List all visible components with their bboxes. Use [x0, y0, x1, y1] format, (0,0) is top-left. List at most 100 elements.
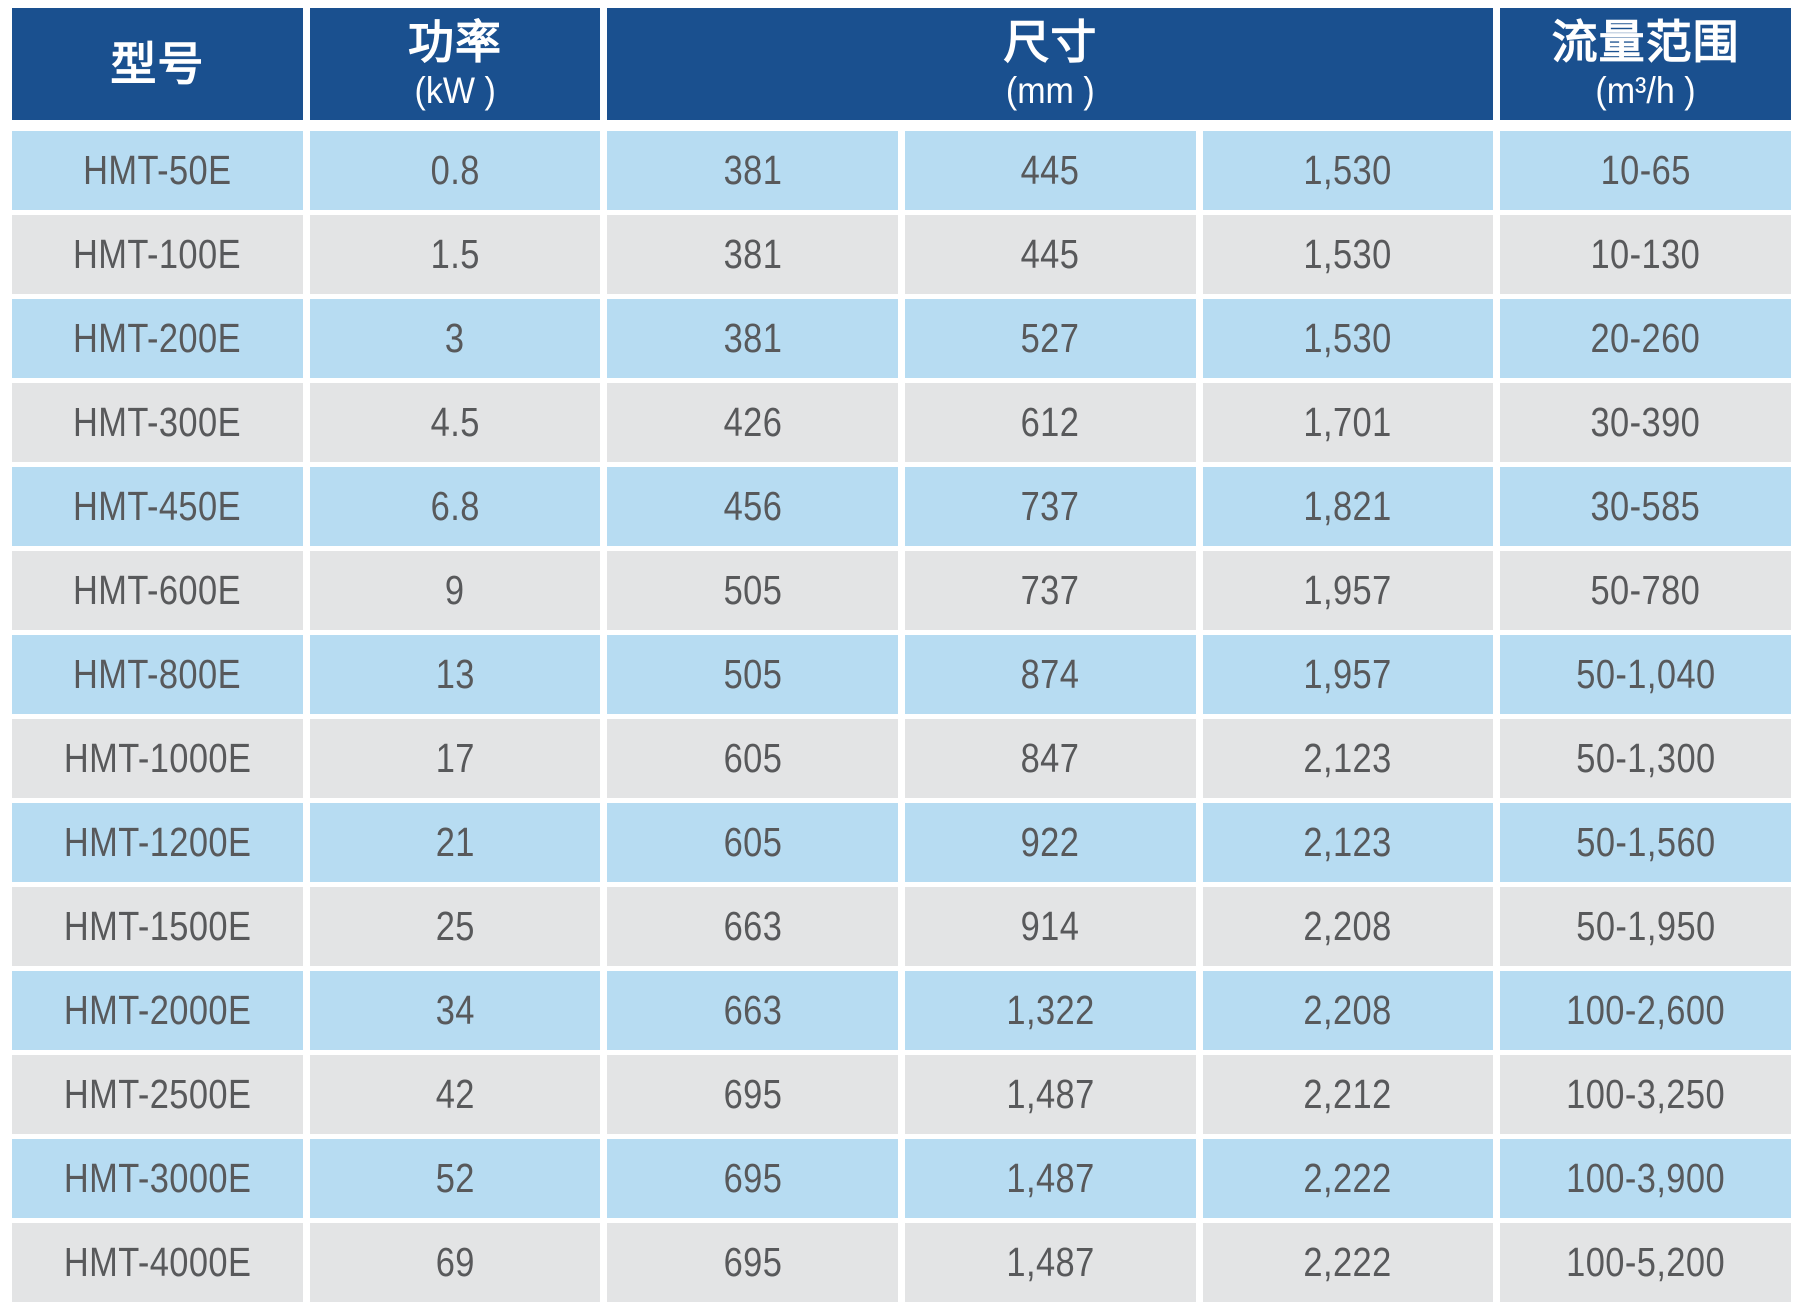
model-cell: HMT-1500E [12, 887, 303, 966]
flow-range-value: 100-3,250 [1566, 1071, 1726, 1117]
header-power: 功率 (kW ) [309, 8, 601, 120]
dim-1-value: 381 [723, 231, 783, 277]
power-value: 1.5 [430, 231, 480, 277]
dim-2-cell: 1,487 [904, 1055, 1196, 1134]
dim-2-value: 847 [1020, 735, 1080, 781]
dim-2-cell: 527 [904, 299, 1196, 378]
model-value: HMT-800E [73, 651, 242, 697]
power-value: 3 [445, 315, 465, 361]
flow-range-cell: 30-390 [1500, 383, 1791, 462]
dim-3-value: 2,123 [1303, 735, 1393, 781]
power-value: 52 [435, 1155, 475, 1201]
model-value: HMT-3000E [63, 1155, 252, 1201]
dim-3-cell: 1,957 [1202, 551, 1494, 630]
model-cell: HMT-4000E [12, 1223, 303, 1302]
dim-2-value: 914 [1020, 903, 1080, 949]
dim-3-cell: 1,530 [1202, 131, 1494, 210]
dim-2-cell: 737 [904, 467, 1196, 546]
flow-range-value: 50-1,040 [1575, 651, 1716, 697]
header-flow-range: 流量范围 (m³/h ) [1500, 8, 1791, 120]
dim-3-value: 2,208 [1303, 987, 1393, 1033]
dim-2-value: 445 [1020, 231, 1080, 277]
header-power-title: 功率 [407, 16, 502, 69]
table-row: HMT-2500E 42 695 1,487 2,212 100-3,250 [12, 1055, 1791, 1134]
dim-3-value: 1,821 [1303, 483, 1393, 529]
dim-1-value: 381 [723, 315, 783, 361]
power-value: 42 [435, 1071, 475, 1117]
dim-1-value: 505 [723, 651, 783, 697]
table-header: 型号 功率 (kW ) 尺寸 (mm ) 流量范围 (m³/h ) [12, 8, 1791, 120]
dim-2-value: 612 [1020, 399, 1080, 445]
model-cell: HMT-100E [12, 215, 303, 294]
power-cell: 0.8 [309, 131, 601, 210]
power-value: 34 [435, 987, 475, 1033]
dim-2-cell: 612 [904, 383, 1196, 462]
dim-3-cell: 2,123 [1202, 719, 1494, 798]
table-row: HMT-200E 3 381 527 1,530 20-260 [12, 299, 1791, 378]
power-cell: 4.5 [309, 383, 601, 462]
dim-2-value: 1,487 [1006, 1239, 1095, 1285]
model-value: HMT-1500E [63, 903, 252, 949]
flow-range-value: 20-260 [1590, 315, 1701, 361]
flow-range-cell: 50-1,560 [1500, 803, 1791, 882]
dim-3-value: 2,208 [1303, 903, 1393, 949]
model-value: HMT-2500E [63, 1071, 252, 1117]
dim-3-cell: 2,123 [1202, 803, 1494, 882]
header-flow-range-unit: (m³/h ) [1595, 70, 1696, 112]
model-cell: HMT-1000E [12, 719, 303, 798]
model-cell: HMT-2000E [12, 971, 303, 1050]
flow-range-value: 100-3,900 [1566, 1155, 1726, 1201]
dim-1-cell: 381 [607, 215, 898, 294]
dim-2-cell: 1,322 [904, 971, 1196, 1050]
dim-3-value: 1,530 [1303, 315, 1393, 361]
model-value: HMT-1200E [63, 819, 252, 865]
table-row: HMT-50E 0.8 381 445 1,530 10-65 [12, 131, 1791, 210]
dim-1-value: 456 [723, 483, 783, 529]
dim-1-value: 695 [723, 1239, 783, 1285]
table-row: HMT-1000E 17 605 847 2,123 50-1,300 [12, 719, 1791, 798]
model-value: HMT-50E [83, 147, 232, 193]
flow-range-cell: 50-1,300 [1500, 719, 1791, 798]
dim-1-cell: 605 [607, 719, 898, 798]
table-row: HMT-1200E 21 605 922 2,123 50-1,560 [12, 803, 1791, 882]
model-value: HMT-450E [73, 483, 242, 529]
model-cell: HMT-200E [12, 299, 303, 378]
dim-1-value: 695 [723, 1071, 783, 1117]
dim-1-cell: 663 [607, 971, 898, 1050]
model-cell: HMT-50E [12, 131, 303, 210]
dim-3-cell: 2,212 [1202, 1055, 1494, 1134]
flow-range-value: 100-2,600 [1566, 987, 1726, 1033]
dim-2-cell: 914 [904, 887, 1196, 966]
power-cell: 42 [309, 1055, 601, 1134]
model-value: HMT-600E [73, 567, 242, 613]
dim-2-value: 527 [1020, 315, 1080, 361]
power-cell: 25 [309, 887, 601, 966]
table-body: HMT-50E 0.8 381 445 1,530 10-65 HMT-100E… [12, 131, 1791, 1302]
dim-1-cell: 505 [607, 635, 898, 714]
dim-3-cell: 1,701 [1202, 383, 1494, 462]
table-row: HMT-450E 6.8 456 737 1,821 30-585 [12, 467, 1791, 546]
flow-range-value: 30-585 [1590, 483, 1701, 529]
dim-1-value: 381 [723, 147, 783, 193]
table-row: HMT-300E 4.5 426 612 1,701 30-390 [12, 383, 1791, 462]
table-row: HMT-800E 13 505 874 1,957 50-1,040 [12, 635, 1791, 714]
model-value: HMT-2000E [63, 987, 252, 1033]
dim-3-value: 2,222 [1303, 1239, 1393, 1285]
model-cell: HMT-2500E [12, 1055, 303, 1134]
power-value: 4.5 [430, 399, 480, 445]
dim-2-cell: 874 [904, 635, 1196, 714]
table-row: HMT-4000E 69 695 1,487 2,222 100-5,200 [12, 1223, 1791, 1302]
dim-1-value: 663 [723, 903, 783, 949]
dim-2-value: 874 [1020, 651, 1080, 697]
dim-1-cell: 426 [607, 383, 898, 462]
dim-3-value: 1,530 [1303, 231, 1393, 277]
power-cell: 17 [309, 719, 601, 798]
table-row: HMT-1500E 25 663 914 2,208 50-1,950 [12, 887, 1791, 966]
power-value: 0.8 [430, 147, 480, 193]
dim-3-cell: 1,957 [1202, 635, 1494, 714]
dim-2-cell: 1,487 [904, 1139, 1196, 1218]
power-cell: 3 [309, 299, 601, 378]
flow-range-cell: 50-780 [1500, 551, 1791, 630]
flow-range-value: 50-1,560 [1575, 819, 1716, 865]
